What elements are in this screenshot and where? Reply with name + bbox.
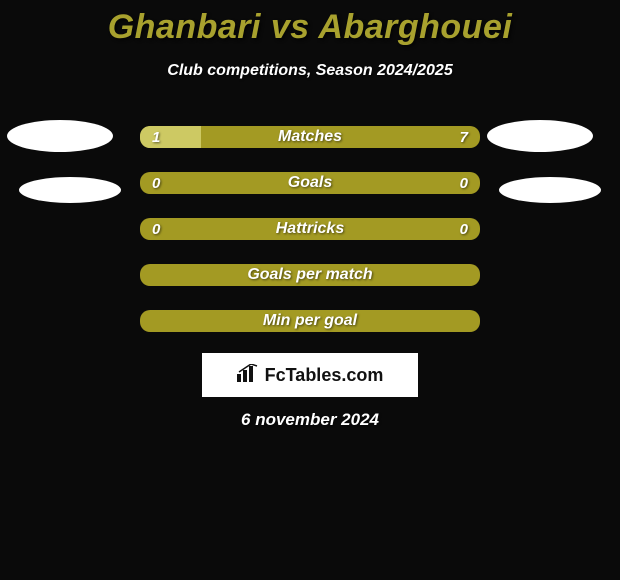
stat-row: Goals0 0 xyxy=(140,172,480,194)
stat-row-label: Min per goal xyxy=(140,310,480,332)
player-photo-placeholder xyxy=(7,120,113,152)
stat-row: Hattricks0 0 xyxy=(140,218,480,240)
stat-row-right-value: 0 xyxy=(448,218,480,240)
bar-chart-icon xyxy=(237,364,259,387)
logo-inner: FcTables.com xyxy=(237,364,384,387)
fctables-logo: FcTables.com xyxy=(202,353,418,397)
player-photo-placeholder xyxy=(19,177,121,203)
stat-row-label: Goals xyxy=(140,172,480,194)
comparison-infographic: Ghanbari vs Abarghouei Club competitions,… xyxy=(0,0,620,580)
stat-row-left-value: 0 xyxy=(140,172,172,194)
player-photo-placeholder xyxy=(487,120,593,152)
page-subtitle: Club competitions, Season 2024/2025 xyxy=(0,62,620,80)
player-photo-placeholder xyxy=(499,177,601,203)
stat-row-label: Goals per match xyxy=(140,264,480,286)
stat-row-right-value: 0 xyxy=(448,172,480,194)
stat-row: Goals per match xyxy=(140,264,480,286)
stat-row-left-value: 1 xyxy=(140,126,172,148)
stat-row-left-value: 0 xyxy=(140,218,172,240)
stat-row: Min per goal xyxy=(140,310,480,332)
stat-row-label: Hattricks xyxy=(140,218,480,240)
stat-row-label: Matches xyxy=(140,126,480,148)
date-line: 6 november 2024 xyxy=(0,410,620,430)
page-title: Ghanbari vs Abarghouei xyxy=(0,8,620,47)
logo-text: FcTables.com xyxy=(265,365,384,386)
stat-row: Matches1 7 xyxy=(140,126,480,148)
stat-row-right-value: 7 xyxy=(448,126,480,148)
